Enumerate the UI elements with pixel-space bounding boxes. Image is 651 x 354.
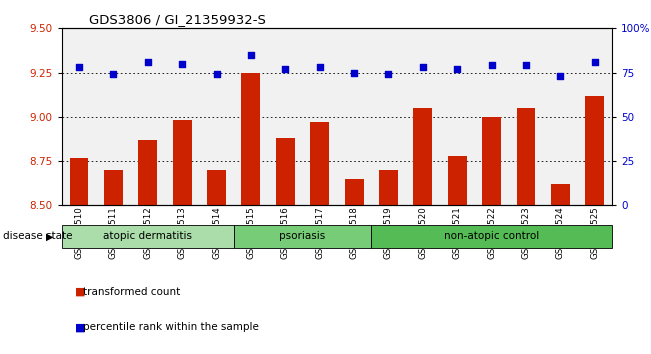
Point xyxy=(143,59,153,65)
Point xyxy=(280,66,290,72)
Bar xyxy=(62,28,96,205)
Bar xyxy=(413,108,432,205)
Bar xyxy=(371,28,406,205)
Bar xyxy=(96,28,131,205)
Bar xyxy=(104,170,123,205)
Bar xyxy=(173,120,191,205)
Bar xyxy=(303,28,337,205)
Text: ▶: ▶ xyxy=(46,232,53,241)
Point xyxy=(486,63,497,68)
Bar xyxy=(199,28,234,205)
Bar xyxy=(70,158,89,205)
Bar xyxy=(234,225,371,248)
Text: ■: ■ xyxy=(75,287,85,297)
Bar xyxy=(62,225,234,248)
Bar xyxy=(139,140,158,205)
Point xyxy=(383,72,394,77)
Bar xyxy=(268,28,303,205)
Point xyxy=(177,61,187,67)
Text: non-atopic control: non-atopic control xyxy=(444,231,539,241)
Bar xyxy=(551,184,570,205)
Bar xyxy=(516,108,535,205)
Bar xyxy=(475,28,509,205)
Bar xyxy=(585,96,604,205)
Text: percentile rank within the sample: percentile rank within the sample xyxy=(83,322,259,332)
Bar xyxy=(234,28,268,205)
Text: transformed count: transformed count xyxy=(83,287,180,297)
Bar xyxy=(131,28,165,205)
Bar xyxy=(311,122,329,205)
Point xyxy=(555,73,566,79)
Bar xyxy=(207,170,226,205)
Bar xyxy=(165,28,199,205)
Text: disease state: disease state xyxy=(3,232,73,241)
Point xyxy=(212,72,222,77)
Bar xyxy=(242,73,260,205)
Bar xyxy=(379,170,398,205)
Point xyxy=(108,72,118,77)
Point xyxy=(590,59,600,65)
Point xyxy=(74,64,84,70)
Bar xyxy=(543,28,577,205)
Point xyxy=(452,66,462,72)
Text: psoriasis: psoriasis xyxy=(279,231,326,241)
Bar xyxy=(406,28,440,205)
Point xyxy=(349,70,359,75)
Text: atopic dermatitis: atopic dermatitis xyxy=(104,231,192,241)
Point xyxy=(521,63,531,68)
Point xyxy=(314,64,325,70)
Bar xyxy=(276,138,295,205)
Text: GDS3806 / GI_21359932-S: GDS3806 / GI_21359932-S xyxy=(89,13,266,26)
Bar xyxy=(577,28,612,205)
Bar xyxy=(482,117,501,205)
Bar xyxy=(448,156,467,205)
Point xyxy=(418,64,428,70)
Bar xyxy=(509,28,543,205)
Bar xyxy=(344,179,363,205)
Bar xyxy=(337,28,371,205)
Bar xyxy=(440,28,475,205)
Point xyxy=(245,52,256,58)
Text: ■: ■ xyxy=(75,322,85,332)
Bar xyxy=(371,225,612,248)
